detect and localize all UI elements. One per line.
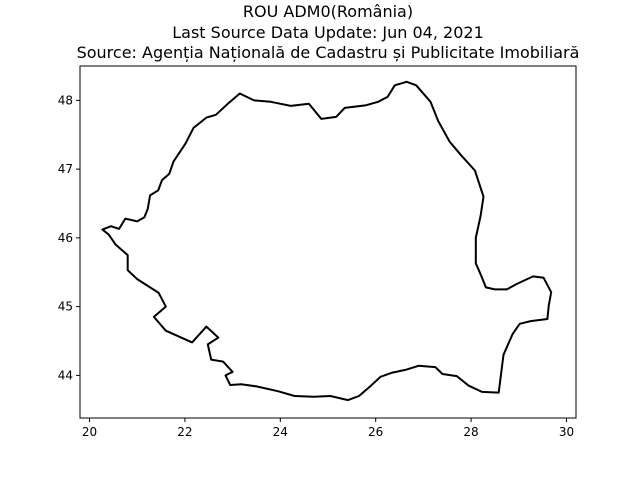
x-axis: 20 22 24 26 28 30 xyxy=(82,418,574,439)
y-tick-label: 47 xyxy=(58,162,73,176)
country-boundary xyxy=(101,80,553,402)
x-tick-label: 28 xyxy=(463,425,478,439)
y-axis: 44 45 46 47 48 xyxy=(58,93,80,382)
x-tick-label: 20 xyxy=(82,425,97,439)
plot-area xyxy=(79,65,577,419)
y-tick-label: 45 xyxy=(58,300,73,314)
x-tick-label: 24 xyxy=(273,425,288,439)
x-tick-label: 30 xyxy=(559,425,574,439)
plot-frame xyxy=(79,65,577,419)
title-line-1: ROU ADM0(România) xyxy=(243,2,413,21)
x-tick-label: 22 xyxy=(177,425,192,439)
x-tick-label: 26 xyxy=(368,425,383,439)
title-line-3: Source: Agenția Națională de Cadastru și… xyxy=(77,43,580,62)
boundary-layer xyxy=(101,80,553,402)
y-tick-label: 48 xyxy=(58,93,73,107)
y-tick-label: 46 xyxy=(58,231,73,245)
y-tick-label: 44 xyxy=(58,368,73,382)
title-line-2: Last Source Data Update: Jun 04, 2021 xyxy=(172,23,484,42)
